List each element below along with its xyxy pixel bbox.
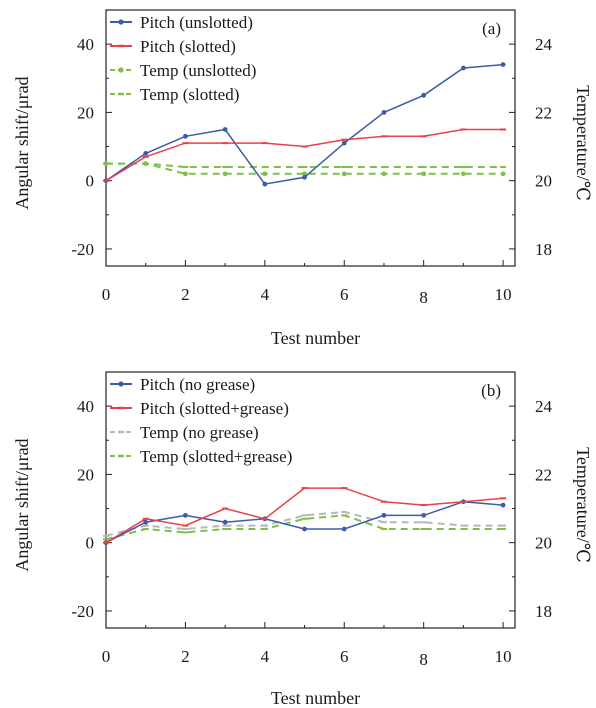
x-tick-label: 4 — [261, 647, 270, 666]
data-point — [421, 512, 427, 518]
data-point — [222, 171, 228, 177]
legend-label-2: Temp (no grease) — [140, 423, 259, 442]
legend-label-0: Pitch (unslotted) — [140, 13, 253, 32]
legend-marker — [118, 67, 124, 73]
y-axis-title: Angular shift/μrad — [12, 76, 32, 209]
data-point — [222, 127, 228, 132]
legend: Pitch (no grease) Pitch (slotted+grease) T… — [110, 375, 292, 466]
legend-marker — [118, 19, 124, 25]
y2-tick-label: 22 — [535, 465, 552, 484]
panel-label: (a) — [482, 19, 501, 38]
legend-label-1: Pitch (slotted+grease) — [140, 399, 289, 418]
data-point — [460, 65, 466, 71]
data-point — [302, 526, 307, 532]
x-tick-label: 10 — [495, 647, 512, 666]
legend-label-3: Temp (slotted) — [140, 85, 239, 104]
data-point — [143, 150, 149, 156]
data-point — [460, 171, 466, 177]
y-tick-label: 40 — [77, 35, 94, 54]
y2-tick-label: 20 — [535, 534, 552, 553]
data-point — [500, 171, 506, 177]
y2-tick-label: 18 — [535, 602, 552, 621]
x-tick-label: 6 — [340, 285, 349, 304]
y-tick-label: -20 — [71, 602, 94, 621]
legend-label-2: Temp (unslotted) — [140, 61, 256, 80]
data-point — [222, 519, 228, 525]
y-axis-title: Angular shift/μrad — [12, 438, 32, 571]
data-point — [421, 92, 427, 98]
data-point — [302, 171, 307, 177]
y2-axis-title: Temperature/℃ — [573, 447, 593, 563]
y-tick-label: 0 — [86, 534, 95, 553]
y2-axis-title: Temperature/℃ — [573, 85, 593, 201]
data-point — [421, 171, 427, 177]
x-tick-label: 2 — [181, 285, 190, 304]
x-axis-title: Test number — [271, 688, 360, 708]
y2-tick-label: 24 — [535, 35, 553, 54]
y-tick-label: 20 — [77, 103, 94, 122]
data-point — [341, 140, 347, 146]
data-point — [381, 512, 387, 518]
y2-tick-label: 18 — [535, 240, 552, 259]
data-point — [262, 171, 268, 177]
data-point — [381, 171, 387, 177]
data-point — [341, 171, 347, 177]
data-point — [500, 502, 506, 508]
x-tick-label: 4 — [261, 285, 270, 304]
data-point — [381, 110, 387, 115]
y2-tick-label: 22 — [535, 103, 552, 122]
legend-label-0: Pitch (no grease) — [140, 375, 255, 394]
x-axis-title: Test number — [271, 328, 360, 348]
x-tick-label: 0 — [102, 285, 111, 304]
series-line-3 — [105, 514, 504, 541]
plot-frame — [105, 371, 516, 629]
y-tick-label: 40 — [77, 397, 94, 416]
data-point — [302, 174, 307, 180]
x-tick-label: 8 — [419, 650, 428, 669]
data-point — [341, 526, 347, 532]
data-point — [500, 62, 506, 68]
data-point — [183, 512, 188, 518]
legend: Pitch (unslotted) Pitch (slotted) Temp (un… — [110, 13, 256, 104]
x-tick-label: 6 — [340, 647, 349, 666]
data-point — [183, 133, 188, 139]
data-point — [143, 519, 149, 525]
panel-label: (b) — [481, 381, 501, 400]
y2-tick-label: 24 — [535, 397, 553, 416]
legend-marker — [118, 381, 124, 387]
y-tick-label: -20 — [71, 240, 94, 259]
plot-frame — [105, 9, 516, 267]
x-tick-label: 0 — [102, 647, 111, 666]
x-tick-label: 2 — [181, 647, 190, 666]
x-tick-label: 8 — [419, 288, 428, 307]
legend-label-3: Temp (slotted+grease) — [140, 447, 292, 466]
data-point — [262, 181, 268, 187]
y2-tick-label: 20 — [535, 172, 552, 191]
data-point — [183, 171, 188, 177]
legend-label-1: Pitch (slotted) — [140, 37, 236, 56]
y-tick-label: 20 — [77, 465, 94, 484]
x-tick-label: 10 — [495, 285, 512, 304]
y-tick-label: 0 — [86, 172, 95, 191]
